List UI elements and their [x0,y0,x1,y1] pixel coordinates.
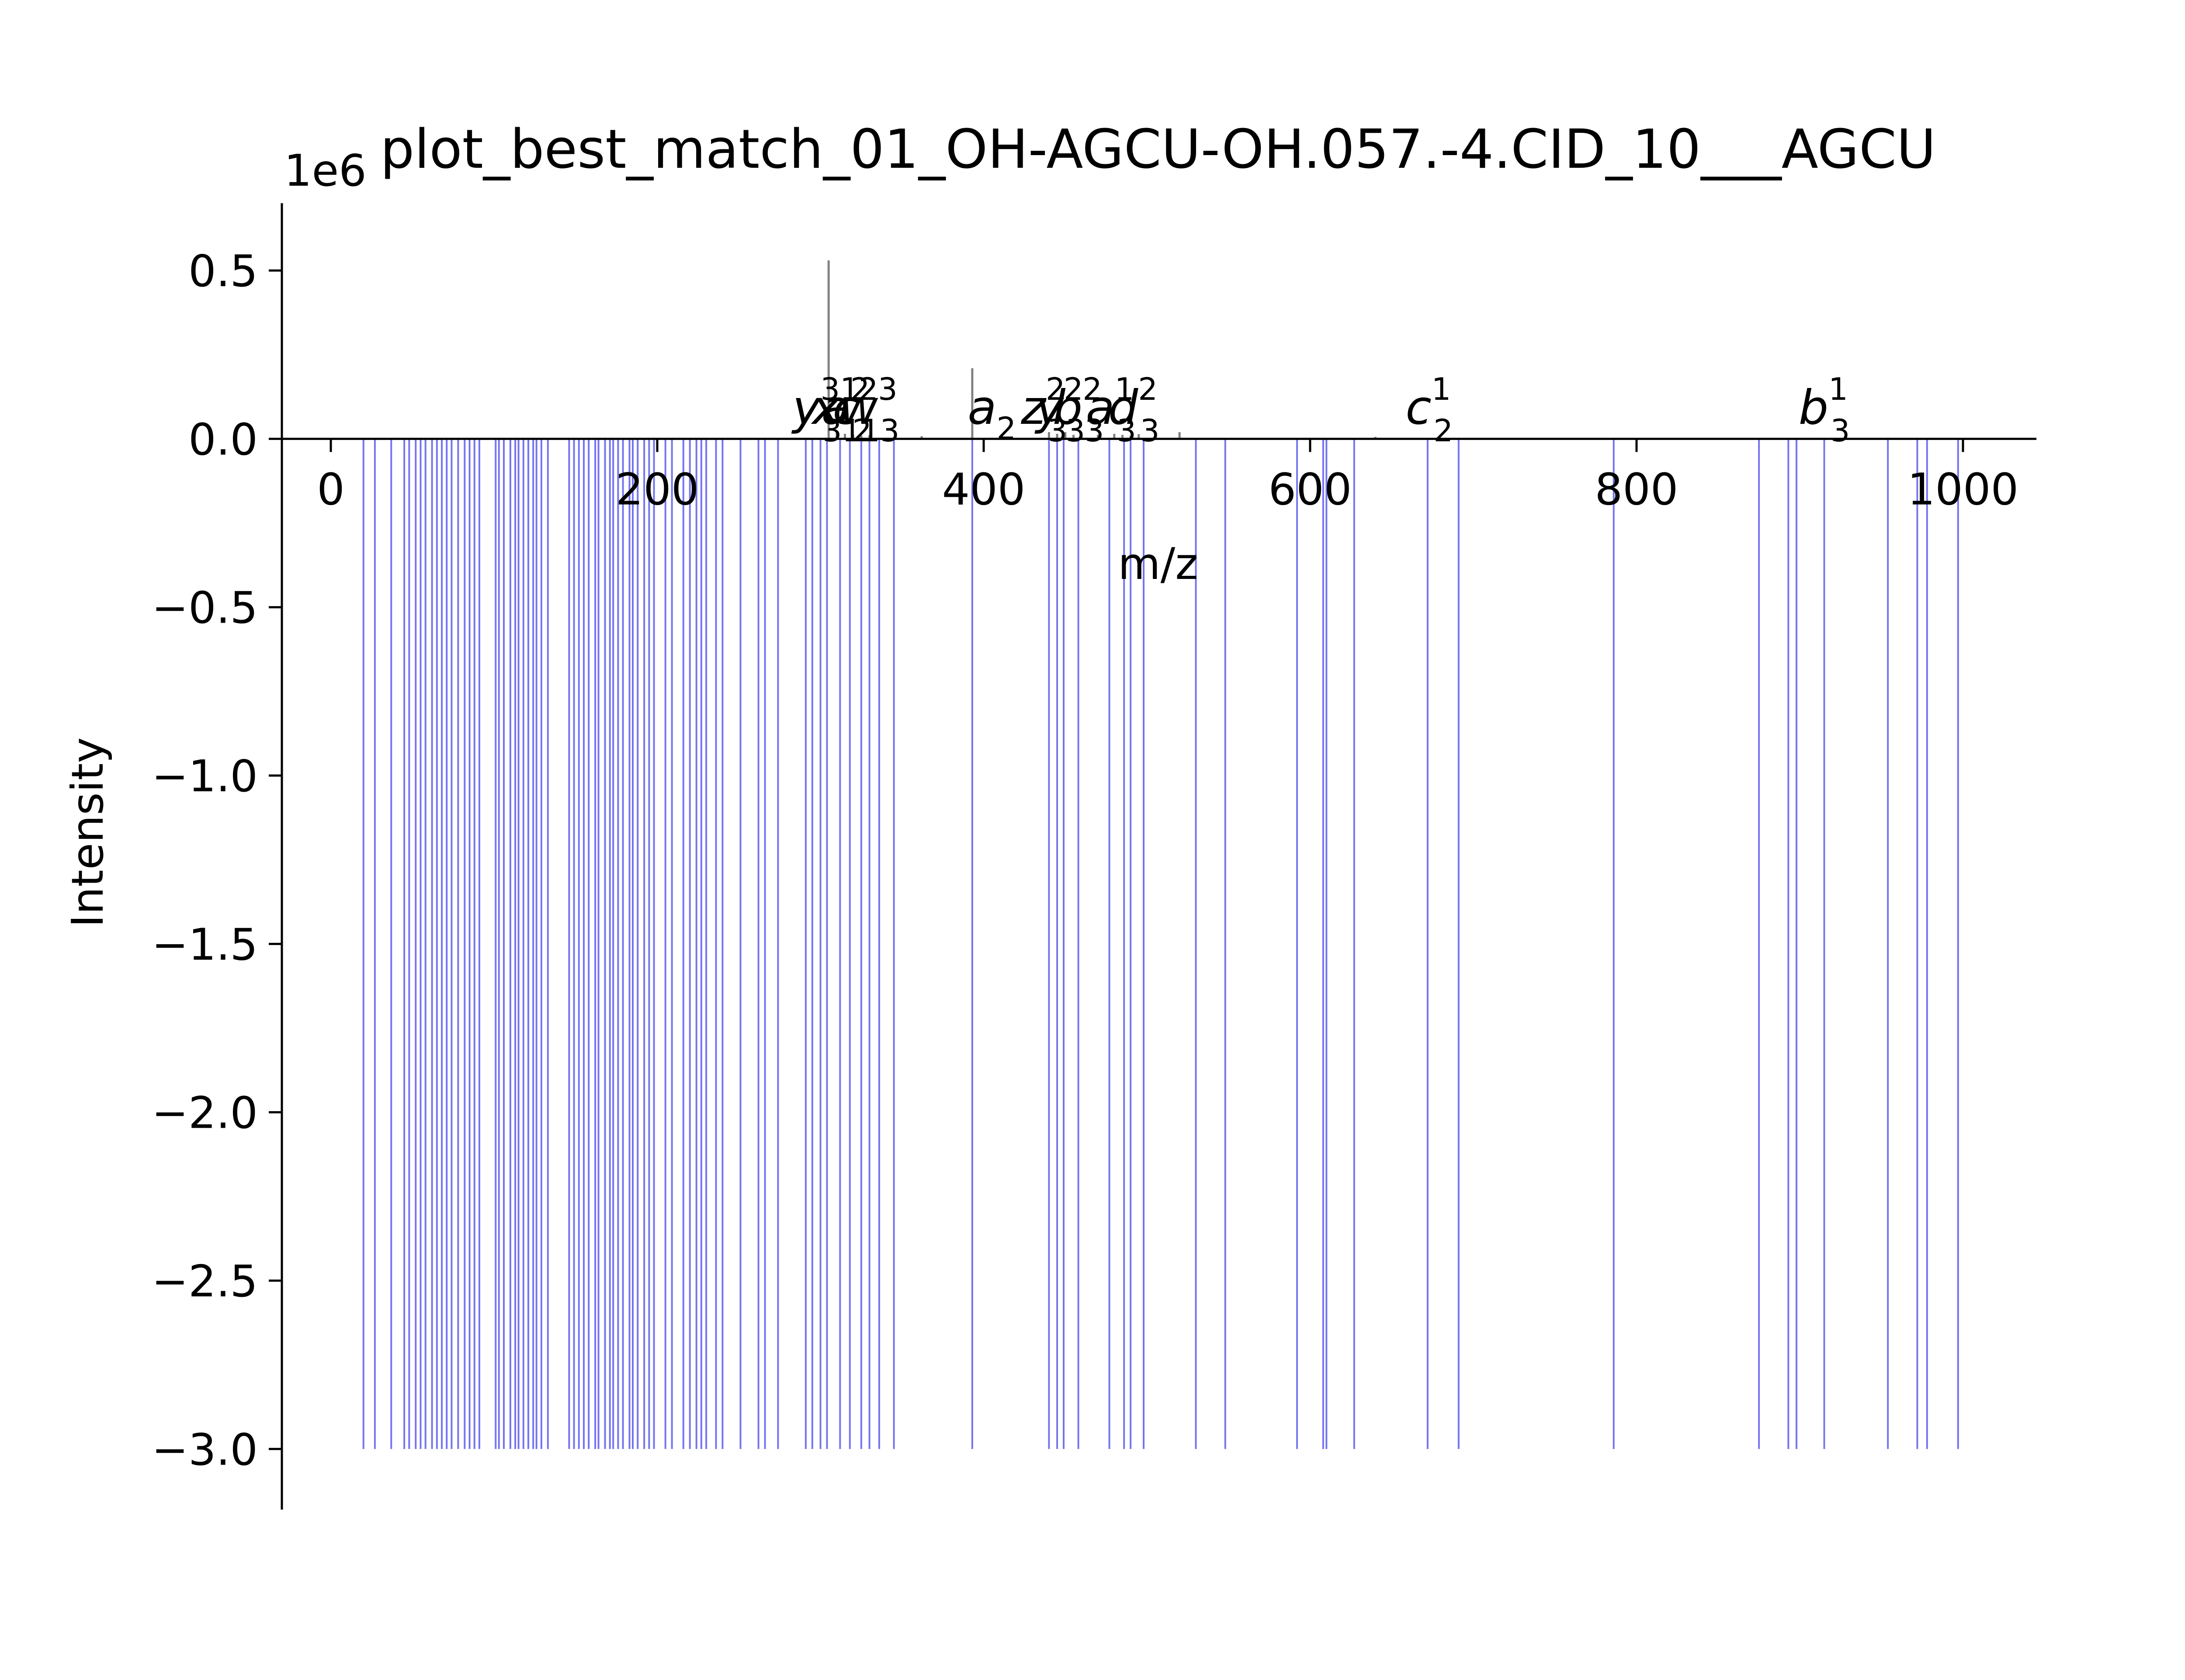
ion-annotation: c2 1 [832,371,880,449]
y-axis-offset-label: 1e6 [284,145,367,196]
y-tick-label: −1.5 [152,919,258,970]
ion-annotation: b2 3 [1053,371,1104,449]
ion-charge: 2 [1046,371,1065,407]
ion-annotation: a2 2 [822,371,872,449]
ion-charge: 2 [859,371,878,407]
plot-area: y3 3x1 1a2 2c2 1w3 3 a2 z2 3y2 3b2 3a1 3d2 3 c1 2 b1 3 [362,260,1959,1449]
x-tick-label: 200 [616,464,699,515]
y-tick-label: −3.0 [152,1424,258,1475]
y-tick-label: 0.0 [188,414,258,465]
ion-annotation: x1 1 [811,371,861,449]
ion-charge: 3 [820,371,840,407]
ion-type: c [832,381,858,435]
ion-charge: 1 [1115,371,1134,407]
ion-index: 3 [1048,413,1068,449]
ion-annotation: b1 3 [1799,371,1850,449]
ion-type: y [1034,381,1065,435]
ion-index: 3 [1831,413,1850,449]
ion-charge: 2 [850,371,870,407]
ion-annotation: a1 3 [1086,371,1136,449]
ion-annotation: y3 3 [791,371,842,449]
y-tick-label: −0.5 [152,582,258,634]
ion-index: 1 [842,413,862,449]
ion-type: a [968,381,996,435]
y-tick-label: 0.5 [188,246,258,297]
ion-annotation: y2 3 [1034,371,1085,449]
ion-type: d [1108,381,1139,435]
y-tick-label: −1.0 [152,751,258,802]
ion-type: b [1799,381,1829,435]
ion-annotation: c1 2 [1405,371,1453,449]
chart-title: plot_best_match_01_OH-AGCU-OH.057.-4.CID… [380,118,1936,181]
x-tick-label: 400 [942,464,1026,515]
ion-charge: 2 [1064,371,1083,407]
axes: 0 200 400 600 800 1000 0.5 0.0 −0.5 −1.0 −1.5 −2.0 −… [152,203,2036,1510]
ion-charge: 1 [1828,371,1848,407]
y-axis-label: Intensity [62,737,113,927]
ion-type: a [822,381,850,435]
ion-type: z [1020,381,1047,435]
ion-charge: 2 [1138,371,1158,407]
ion-annotation: a2 [968,381,1016,447]
ion-annotation: w3 3 [839,371,899,449]
ion-charge: 1 [840,371,860,407]
ion-type: b [1053,381,1083,435]
ion-charge: 2 [1082,371,1102,407]
x-tick-label: 800 [1595,464,1679,515]
ion-type: c [1405,381,1431,435]
ion-index: 2 [1433,413,1453,449]
x-axis-label: m/z [1118,538,1198,589]
ion-index: 2 [852,413,872,449]
ion-index: 3 [1140,413,1160,449]
ion-index: 2 [996,411,1016,447]
y-tick-label: −2.0 [152,1088,258,1139]
ion-annotation: d2 3 [1108,371,1160,449]
ion-index: 3 [1117,413,1136,449]
ion-index: 3 [1066,413,1086,449]
ion-type: y [791,381,822,435]
ion-index: 1 [860,413,880,449]
ion-charge: 3 [878,371,898,407]
x-tick-label: 0 [317,464,345,515]
x-tick-label: 1000 [1908,464,2019,515]
ion-type: x [811,381,840,435]
x-tick-label: 600 [1269,464,1352,515]
ion-index: 3 [880,413,900,449]
ion-index: 3 [1085,413,1104,449]
ion-type: w [839,381,878,435]
ion-annotation: z2 3 [1020,371,1067,449]
ion-type: a [1086,381,1115,435]
ion-index: 3 [822,413,842,449]
ion-charge: 1 [1432,371,1451,407]
y-tick-label: −2.5 [152,1256,258,1307]
